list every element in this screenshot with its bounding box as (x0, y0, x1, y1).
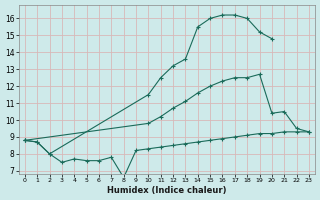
X-axis label: Humidex (Indice chaleur): Humidex (Indice chaleur) (107, 186, 227, 195)
